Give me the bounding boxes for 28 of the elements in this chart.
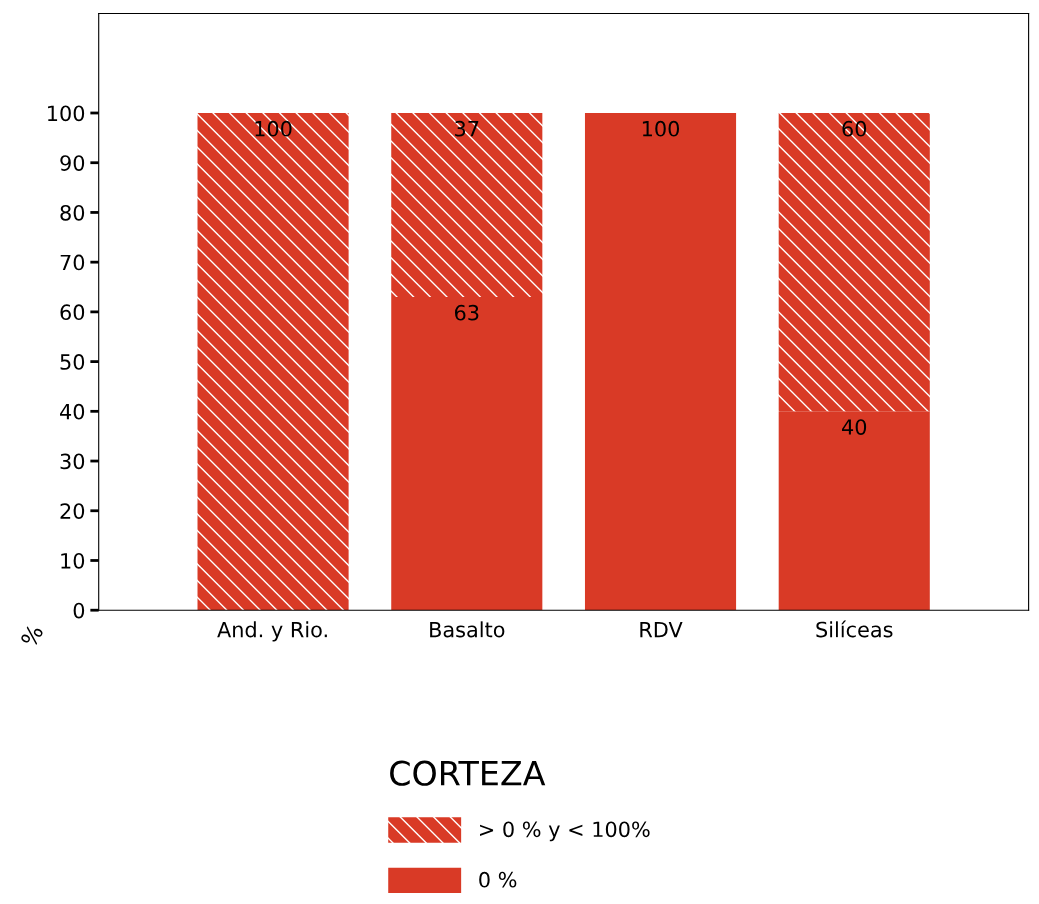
x-tick-label: Silíceas xyxy=(816,620,893,638)
y-tick-label: 40 xyxy=(60,403,85,420)
legend-label: > 0 % y < 100% xyxy=(480,821,650,842)
bar xyxy=(391,113,543,297)
y-tick-label: 90 xyxy=(60,155,85,171)
legend-label: 0 % xyxy=(479,871,517,888)
y-tick-label: 10 xyxy=(61,552,85,569)
y-tick-label: 30 xyxy=(60,453,85,470)
bar xyxy=(584,113,737,611)
legend-title: CORTEZA xyxy=(390,760,546,786)
bar xyxy=(778,411,930,611)
y-tick-label: 70 xyxy=(60,254,85,271)
bar xyxy=(197,113,349,611)
data-label: 100 xyxy=(642,120,680,137)
bar xyxy=(778,113,930,412)
y-tick-label: 100 xyxy=(48,105,85,122)
y-axis-title: % xyxy=(19,623,44,648)
data-label: 63 xyxy=(454,304,479,321)
x-tick-label: RDV xyxy=(640,621,683,638)
y-tick-label: 0 xyxy=(73,602,85,619)
bar xyxy=(391,296,543,611)
x-tick-label: Basalto xyxy=(430,621,505,638)
y-tick-label: 80 xyxy=(60,204,85,221)
y-tick-label: 50 xyxy=(60,354,85,370)
x-tick-label: And. y Rio. xyxy=(217,621,327,642)
data-label: 40 xyxy=(842,419,867,435)
y-tick-label: 20 xyxy=(60,503,85,519)
y-tick-label: 60 xyxy=(60,304,85,321)
